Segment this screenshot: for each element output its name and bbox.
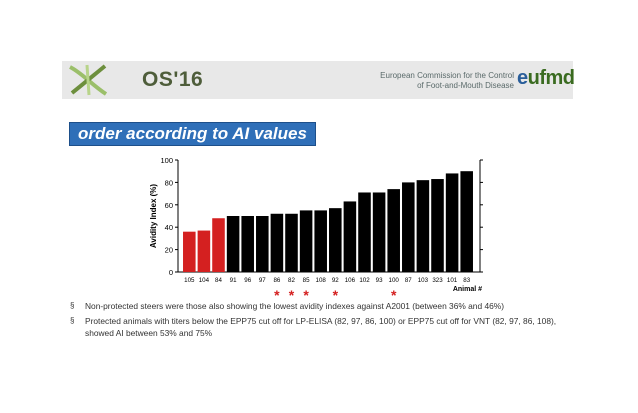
star-marker: * — [289, 287, 295, 297]
bar-93 — [372, 192, 386, 272]
x-tick-label: 97 — [259, 277, 266, 284]
bullet-text-2: Protected animals with titers below the … — [85, 315, 557, 339]
x-tick-label: 85 — [303, 277, 310, 284]
bar-86 — [270, 213, 284, 272]
x-tick-label: 82 — [288, 277, 295, 284]
y-tick-label: 20 — [165, 246, 173, 255]
bar-104 — [197, 230, 211, 272]
bar-92 — [329, 208, 342, 272]
x-tick-label: 83 — [463, 277, 470, 284]
bar-102 — [358, 192, 371, 272]
header-banner: OS'16 European Commission for the Contro… — [62, 61, 575, 99]
bar-83 — [460, 171, 473, 272]
bar-87 — [402, 182, 415, 272]
x-tick-label: 104 — [199, 277, 210, 284]
bar-106 — [343, 201, 357, 272]
bar-105 — [183, 231, 196, 272]
x-axis-label: Animal # — [453, 286, 482, 293]
bar-82 — [285, 213, 298, 272]
conference-title: OS'16 — [142, 68, 204, 91]
y-tick-label: 40 — [165, 223, 173, 232]
x-tick-label: 101 — [447, 277, 458, 284]
x-tick-label: 323 — [432, 277, 443, 284]
star-marker: * — [274, 287, 280, 297]
y-tick-label: 60 — [165, 201, 173, 210]
x-tick-label: 91 — [230, 277, 237, 284]
bar-96 — [241, 216, 254, 272]
bar-323 — [431, 179, 444, 272]
bullet-text-1: Non-protected steers were those also sho… — [85, 301, 504, 311]
bar-101 — [445, 173, 459, 272]
commission-line-1: European Commission for the Control — [380, 71, 514, 80]
section-label: order according to AI values — [69, 122, 316, 146]
y-axis-label: Avidity Index (%) — [149, 184, 158, 248]
bullet-list: § Non-protected steers were those also s… — [66, 300, 586, 342]
commission-name: European Commission for the Control of F… — [378, 71, 514, 91]
x-tick-label: 84 — [215, 277, 222, 284]
x-tick-label: 86 — [273, 277, 280, 284]
x-tick-label: 105 — [184, 277, 195, 284]
star-marker: * — [303, 287, 309, 297]
star-marker: * — [333, 287, 339, 297]
bar-100 — [387, 189, 400, 272]
x-tick-label: 93 — [376, 277, 383, 284]
bar-91 — [226, 216, 240, 272]
bullet-marker-icon: § — [70, 315, 75, 325]
x-tick-label: 100 — [389, 277, 400, 284]
star-marker: * — [391, 287, 397, 297]
x-tick-label: 92 — [332, 277, 339, 284]
x-tick-label: 96 — [244, 277, 251, 284]
y-tick-label: 80 — [165, 178, 173, 187]
eufmd-logo-rest: ufmd — [527, 67, 575, 89]
bar-97 — [256, 216, 269, 272]
x-tick-label: 103 — [418, 277, 429, 284]
x-tick-label: 106 — [345, 277, 356, 284]
bar-103 — [416, 180, 430, 272]
x-tick-label: 108 — [316, 277, 327, 284]
eufmd-logo-e: e — [517, 67, 528, 89]
commission-line-2: of Foot-and-Mouth Disease — [417, 81, 514, 90]
conference-logo-icon — [69, 64, 108, 96]
y-tick-label: 0 — [169, 268, 173, 277]
bullet-marker-icon: § — [70, 301, 75, 310]
bullet-item-2: § Protected animals with titers below th… — [66, 315, 586, 340]
eufmd-logo: eufmd — [517, 67, 575, 90]
bar-85 — [299, 210, 313, 272]
avidity-bar-chart: 0 20 40 60 80 100 Avidity Index (%) 105 104 84 91 9… — [149, 156, 483, 297]
x-tick-label: 87 — [405, 277, 412, 284]
y-tick-label: 100 — [160, 156, 173, 165]
bar-108 — [314, 210, 327, 272]
bar-84 — [212, 218, 225, 272]
bullet-item-1: § Non-protected steers were those also s… — [66, 300, 586, 313]
x-tick-label: 102 — [359, 277, 370, 284]
